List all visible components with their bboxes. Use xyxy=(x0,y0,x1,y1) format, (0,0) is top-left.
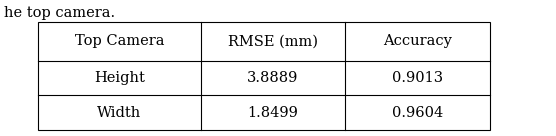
Text: 0.9013: 0.9013 xyxy=(392,71,443,85)
Text: 3.8889: 3.8889 xyxy=(247,71,299,85)
Bar xyxy=(38,22,490,130)
Text: Top Camera: Top Camera xyxy=(75,34,164,48)
Text: RMSE (mm): RMSE (mm) xyxy=(228,34,318,48)
Text: Accuracy: Accuracy xyxy=(383,34,452,48)
Text: 1.8499: 1.8499 xyxy=(247,106,299,120)
Text: Height: Height xyxy=(94,71,145,85)
Text: he top camera.: he top camera. xyxy=(4,6,115,20)
Text: 0.9604: 0.9604 xyxy=(392,106,443,120)
Text: Width: Width xyxy=(97,106,141,120)
